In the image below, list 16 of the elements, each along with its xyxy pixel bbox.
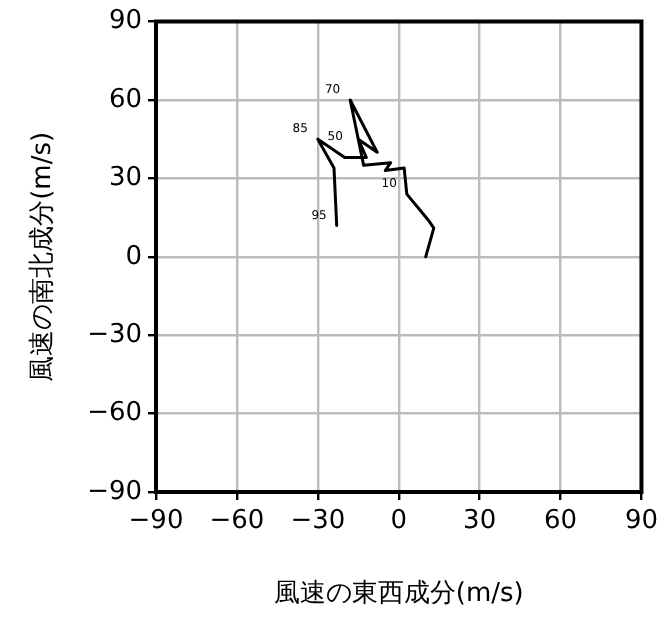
y-tick-label: 0 [125, 241, 142, 272]
y-tick-label: 90 [108, 6, 142, 37]
x-tick-label: 0 [390, 506, 408, 537]
x-axis-title: 風速の東西成分(m/s) [273, 579, 524, 610]
x-tick-label: 60 [544, 506, 578, 537]
x-tick-label: −60 [209, 506, 265, 537]
y-tick-label: 30 [108, 163, 142, 194]
y-tick-label: 60 [108, 84, 142, 115]
x-tick-label: 90 [624, 506, 658, 537]
y-axis-title: 風速の南北成分(m/s) [28, 131, 59, 382]
x-tick-label: −90 [128, 506, 184, 537]
x-tick-label: −30 [290, 506, 346, 537]
x-tick-label: 30 [463, 506, 497, 537]
y-tick-label: −30 [87, 319, 142, 350]
y-tick-label: −60 [87, 398, 142, 429]
y-tick-label: −90 [87, 476, 142, 507]
